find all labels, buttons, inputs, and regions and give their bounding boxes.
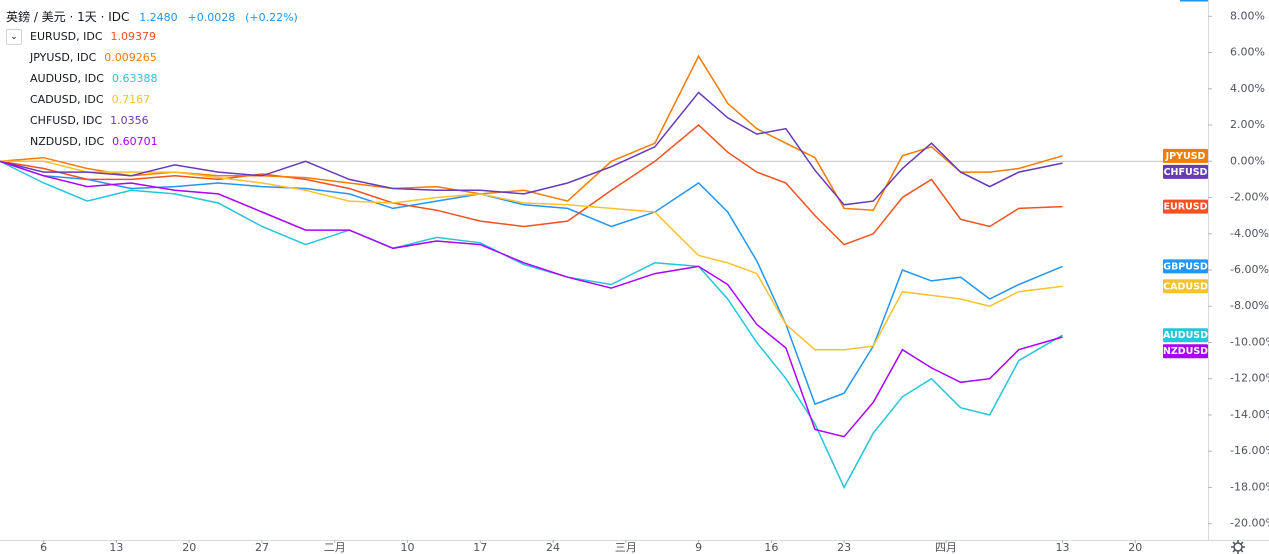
price-tag: EURUSD xyxy=(1163,199,1208,214)
series-line xyxy=(0,91,1063,206)
legend-label: EURUSD, IDC xyxy=(30,30,103,43)
legend-row: AUDUSD, IDC 0.63388 xyxy=(30,72,157,85)
price-tag-box xyxy=(1163,164,1208,179)
series-line xyxy=(0,160,1063,351)
change: +0.0028 xyxy=(187,11,236,24)
change-percent: (+0.22%) xyxy=(245,11,298,24)
legend-label: CHFUSD, IDC xyxy=(30,114,103,127)
price: 1.2480 xyxy=(139,11,178,24)
legend-value: 0.63388 xyxy=(111,72,158,85)
y-tick-label: 2.00% xyxy=(1230,118,1265,131)
legend-value: 0.009265 xyxy=(104,51,157,64)
y-tick-label: -8.00% xyxy=(1230,299,1269,312)
legend-label: NZDUSD, IDC xyxy=(30,135,105,148)
x-tick-label: 三月 xyxy=(615,541,637,554)
price-tag-label: EURUSD xyxy=(1164,202,1208,213)
x-tick-label: 20 xyxy=(1128,541,1142,554)
x-tick-label: 23 xyxy=(837,541,851,554)
y-tick-label: -12.00% xyxy=(1230,372,1269,385)
price-tag: AUDUSD xyxy=(1163,328,1208,343)
legend-row: JPYUSD, IDC 0.009265 xyxy=(30,51,157,64)
series-line xyxy=(0,124,1063,246)
y-tick-label: -16.00% xyxy=(1230,444,1269,457)
x-tick-label: 二月 xyxy=(324,541,346,554)
legend-value: 1.09379 xyxy=(110,30,157,43)
price-tag: CHFUSD xyxy=(1163,164,1208,179)
price-tag-box xyxy=(1163,259,1208,274)
price-tag-label: AUDUSD xyxy=(1163,330,1208,341)
price-tag: NZDUSD xyxy=(1163,344,1208,359)
x-tick-label: 24 xyxy=(546,541,560,554)
series-line xyxy=(0,54,1063,211)
price-tag-label: CADUSD xyxy=(1163,281,1208,292)
y-tick-label: -6.00% xyxy=(1230,263,1269,276)
legend-row: NZDUSD, IDC 0.60701 xyxy=(30,135,158,148)
symbol-header: 英鎊 / 美元 · 1天 · IDC 1.2480 +0.0028 (+0.22… xyxy=(6,8,304,25)
legend-value: 1.0356 xyxy=(110,114,149,127)
series-line xyxy=(0,160,1063,406)
price-tag: JPYUSD xyxy=(1163,148,1208,163)
price-tag: GBPUSD xyxy=(1163,259,1208,274)
price-tag-box xyxy=(1163,344,1208,359)
price-tag-box xyxy=(1163,148,1208,163)
legend-row: EURUSD, IDC 1.09379 xyxy=(30,30,156,43)
y-tick-label: 4.00% xyxy=(1230,82,1265,95)
legend-label: JPYUSD, IDC xyxy=(30,51,97,64)
y-tick-label: -4.00% xyxy=(1230,227,1269,240)
price-tag-label: NZDUSD xyxy=(1163,346,1208,357)
x-tick-label: 27 xyxy=(255,541,269,554)
legend-value: 0.7167 xyxy=(111,93,151,106)
x-tick-label: 6 xyxy=(40,541,47,554)
legend-value: 0.60701 xyxy=(112,135,158,148)
price-tag-box xyxy=(1163,279,1208,294)
price-tag-label: JPYUSD xyxy=(1165,151,1206,162)
y-tick-label: 0.00% xyxy=(1230,154,1265,167)
y-tick-label: -2.00% xyxy=(1230,191,1269,204)
price-tag-box xyxy=(1163,199,1208,214)
legend-toggle[interactable]: ⌄ xyxy=(6,29,22,45)
x-tick-label: 13 xyxy=(1055,541,1069,554)
y-tick-label: 8.00% xyxy=(1230,9,1265,22)
symbol-title[interactable]: 英鎊 / 美元 · 1天 · IDC xyxy=(6,10,130,24)
x-tick-label: 16 xyxy=(764,541,778,554)
y-tick-label: -14.00% xyxy=(1230,408,1269,421)
legend-label: AUDUSD, IDC xyxy=(30,72,104,85)
x-tick-label: 17 xyxy=(473,541,487,554)
legend-row: CHFUSD, IDC 1.0356 xyxy=(30,114,149,127)
y-tick-label: -10.00% xyxy=(1230,335,1269,348)
price-tag-label: CHFUSD xyxy=(1164,167,1208,178)
x-tick-label: 四月 xyxy=(935,541,957,554)
y-tick-label: -18.00% xyxy=(1230,480,1269,493)
legend-label: CADUSD, IDC xyxy=(30,93,104,106)
series-line xyxy=(0,160,1063,438)
y-tick-label: 6.00% xyxy=(1230,46,1265,59)
gear-teeth xyxy=(1231,540,1245,554)
price-tag-label: GBPUSD xyxy=(1163,261,1208,272)
x-tick-label: 20 xyxy=(182,541,196,554)
series-line xyxy=(0,160,1063,490)
x-tick-label: 13 xyxy=(109,541,123,554)
legend-row: CADUSD, IDC 0.7167 xyxy=(30,93,150,106)
price-tag: CADUSD xyxy=(1163,279,1208,294)
price-tag-box xyxy=(1163,328,1208,343)
settings-icon[interactable] xyxy=(1231,540,1245,554)
y-tick-label: -20.00% xyxy=(1230,517,1269,530)
x-tick-label: 10 xyxy=(401,541,415,554)
x-tick-label: 9 xyxy=(695,541,702,554)
